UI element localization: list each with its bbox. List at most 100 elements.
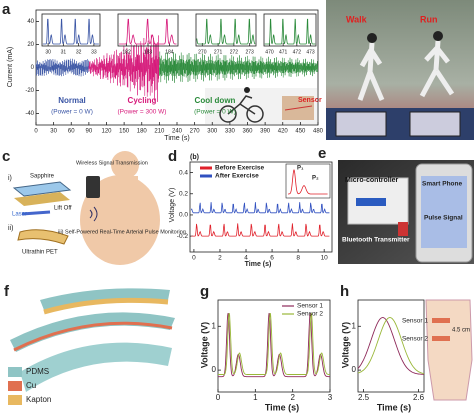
waveform xyxy=(35,58,89,77)
c-label: Ultrathin PET xyxy=(22,250,58,256)
x-tick-label: 470 xyxy=(265,49,274,55)
panel-label: g xyxy=(200,283,209,300)
x-tick-label: 60 xyxy=(68,129,75,135)
waveform xyxy=(218,313,330,378)
c-label: Laser xyxy=(12,212,27,218)
e-label: Micro-controller xyxy=(345,177,399,184)
e-label: Pulse Signal xyxy=(424,215,463,222)
x-tick-label: 150 xyxy=(119,129,130,135)
peak-label: P₂ xyxy=(312,176,319,182)
x-tick-label: 2.5 xyxy=(358,393,370,402)
x-tick-label: 6 xyxy=(270,255,274,262)
phase-power: (Power = 300 W) xyxy=(118,109,167,116)
waveform xyxy=(119,18,177,45)
waveform xyxy=(159,51,319,84)
y-tick-label: 1 xyxy=(212,321,217,330)
x-tick-label: 30 xyxy=(45,49,51,55)
waveform xyxy=(218,313,330,375)
waveform xyxy=(357,317,425,375)
plot-frame xyxy=(195,13,257,47)
legend-swatch xyxy=(8,381,22,391)
panel-label: c xyxy=(2,148,10,165)
x-tick-label: 32 xyxy=(76,49,82,55)
sensor-label: Sensor xyxy=(298,97,322,104)
fabrication-illustration xyxy=(12,151,160,265)
x-tick-label: 480 xyxy=(313,129,324,135)
x-tick-label: 90 xyxy=(86,129,93,135)
x-tick-label: 2 xyxy=(218,255,222,262)
waveform xyxy=(357,317,425,375)
h-label: Sensor 1 xyxy=(402,318,428,325)
axis-title: Time (s) xyxy=(265,402,299,412)
y-tick-label: 20 xyxy=(27,42,34,48)
axis-title: Time (s) xyxy=(245,261,272,268)
x-tick-label: 2 xyxy=(290,393,295,402)
walk-run-photo xyxy=(326,0,474,140)
legend-label: PDMS xyxy=(26,367,49,376)
phase-name: Normal xyxy=(58,96,86,105)
step-label: ii) xyxy=(8,225,13,232)
legend-label: Sensor 1 xyxy=(297,303,323,310)
axis-title: Voltage (V) xyxy=(169,188,176,223)
x-tick-label: 240 xyxy=(172,129,183,135)
waveform xyxy=(191,223,330,237)
y-tick-label: -0.2 xyxy=(177,233,189,240)
x-tick-label: 8 xyxy=(296,255,300,262)
x-tick-label: 330 xyxy=(225,129,236,135)
x-tick-label: 4 xyxy=(244,255,248,262)
y-tick-label: 0.0 xyxy=(179,212,188,219)
x-tick-label: 2.6 xyxy=(413,393,425,402)
legend-label: Before Exercise xyxy=(215,165,265,172)
axis-title: Time (s) xyxy=(377,402,411,412)
c-label: Wireless Signal Transmission xyxy=(76,160,148,166)
x-tick-label: 183 xyxy=(144,49,153,55)
plot-frame xyxy=(357,299,425,393)
plot-frame xyxy=(217,299,331,393)
panel-label: a xyxy=(2,1,11,18)
y-tick-label: 0 xyxy=(352,365,357,374)
axis-title: Time (s) xyxy=(164,135,189,142)
x-tick-label: 0 xyxy=(216,393,221,402)
phase-name: Cycling xyxy=(128,96,157,105)
phase-power: (Power = 0 W) xyxy=(51,109,93,116)
x-tick-label: 210 xyxy=(154,129,165,135)
x-tick-label: 390 xyxy=(260,129,271,135)
x-tick-label: 30 xyxy=(50,129,57,135)
waveform xyxy=(88,34,160,102)
x-tick-label: 270 xyxy=(198,49,207,55)
y-tick-label: -40 xyxy=(25,111,34,117)
h-label: Sensor 2 xyxy=(402,336,428,343)
y-tick-label: 0 xyxy=(31,65,35,71)
x-tick-label: 0 xyxy=(192,255,196,262)
sub-label: (b) xyxy=(190,154,199,161)
y-tick-label: 0.4 xyxy=(179,169,188,176)
y-tick-label: -20 xyxy=(25,88,34,94)
plot-frame xyxy=(263,13,317,47)
legend-swatch xyxy=(8,367,22,377)
h-label: 4.5 cm xyxy=(452,328,470,334)
axis-title: Voltage (V) xyxy=(199,322,209,368)
legend-label: Cu xyxy=(26,381,36,390)
legend-swatch xyxy=(8,395,22,405)
x-tick-label: 3 xyxy=(328,393,333,402)
x-tick-label: 120 xyxy=(101,129,112,135)
x-tick-label: 273 xyxy=(246,49,255,55)
y-tick-label: 1 xyxy=(352,321,357,330)
x-tick-label: 271 xyxy=(214,49,223,55)
x-tick-label: 300 xyxy=(207,129,218,135)
x-tick-label: 272 xyxy=(230,49,239,55)
x-tick-label: 31 xyxy=(61,49,67,55)
x-tick-label: 420 xyxy=(278,129,289,135)
panel-label: d xyxy=(168,148,177,165)
waveform xyxy=(42,18,99,45)
b-label: Run xyxy=(420,14,438,24)
legend-label: After Exercise xyxy=(215,173,259,180)
x-tick-label: 180 xyxy=(137,129,148,135)
x-tick-label: 473 xyxy=(306,49,315,55)
x-tick-label: 184 xyxy=(165,49,174,55)
peak-label: P₁ xyxy=(297,166,304,172)
c-label: Sapphire xyxy=(30,174,55,180)
plot-frame xyxy=(189,161,333,253)
panel-label: e xyxy=(318,145,326,162)
axis-title: Current (mA) xyxy=(7,47,14,87)
